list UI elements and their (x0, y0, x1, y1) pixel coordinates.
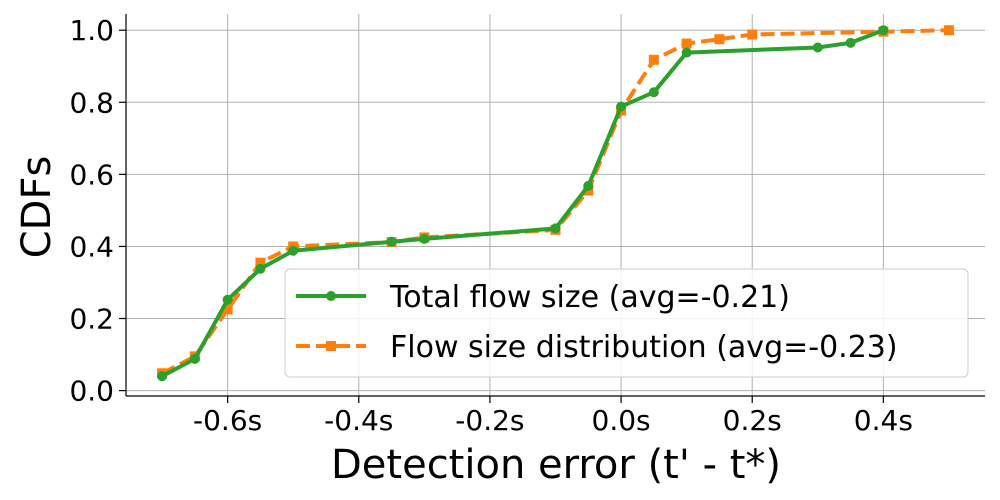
data-point (714, 34, 725, 45)
data-point (681, 47, 692, 58)
data-point (616, 101, 627, 112)
legend-label-flow-size-distribution: Flow size distribution (avg=-0.23) (390, 330, 898, 365)
data-point (648, 87, 659, 98)
y-tick-label: 0.8 (69, 86, 114, 119)
data-point (255, 263, 266, 274)
y-axis-label: CDFs (14, 156, 60, 259)
y-tick-label: 0.6 (69, 158, 114, 191)
ticks: -0.6s -0.4s -0.2s 0.0s 0.2s 0.4s 0.0 0.2 0.4 0.6 0… (69, 14, 912, 437)
x-tick-label: -0.6s (193, 404, 262, 437)
legend-marker-total-flow-size (326, 291, 336, 301)
y-tick-label: 0.4 (69, 230, 114, 263)
series-layer (157, 25, 954, 382)
data-point (419, 233, 430, 244)
x-axis-label: Detection error (t' - t*) (331, 442, 781, 488)
data-point (189, 353, 200, 364)
y-tick-label: 1.0 (69, 14, 114, 47)
legend-label-total-flow-size: Total flow size (avg=-0.21) (389, 280, 790, 315)
data-point (222, 304, 233, 315)
axes (125, 14, 985, 397)
data-point (845, 37, 856, 48)
x-tick-label: 0.4s (854, 404, 913, 437)
data-point (288, 245, 299, 256)
data-point (878, 25, 889, 36)
grid (126, 14, 985, 396)
data-point (812, 42, 823, 53)
y-tick-label: 0.0 (69, 375, 114, 408)
data-point (943, 25, 954, 36)
legend-marker-flow-size-distribution (326, 341, 336, 351)
data-point (386, 236, 397, 247)
data-point (222, 294, 233, 305)
x-tick-label: -0.4s (324, 404, 393, 437)
x-tick-label: 0.2s (723, 404, 782, 437)
data-point (583, 180, 594, 191)
data-point (747, 29, 758, 40)
data-point (255, 257, 266, 268)
data-point (648, 54, 659, 65)
x-tick-label: 0.0s (592, 404, 651, 437)
y-tick-label: 0.2 (69, 303, 114, 336)
legend: Total flow size (avg=-0.21) Flow size di… (284, 268, 969, 378)
data-point (681, 38, 692, 49)
legend-box (284, 268, 969, 378)
x-tick-label: -0.2s (455, 404, 524, 437)
data-point (550, 223, 561, 234)
series-total-flow-size (157, 25, 889, 382)
data-point (157, 371, 168, 382)
